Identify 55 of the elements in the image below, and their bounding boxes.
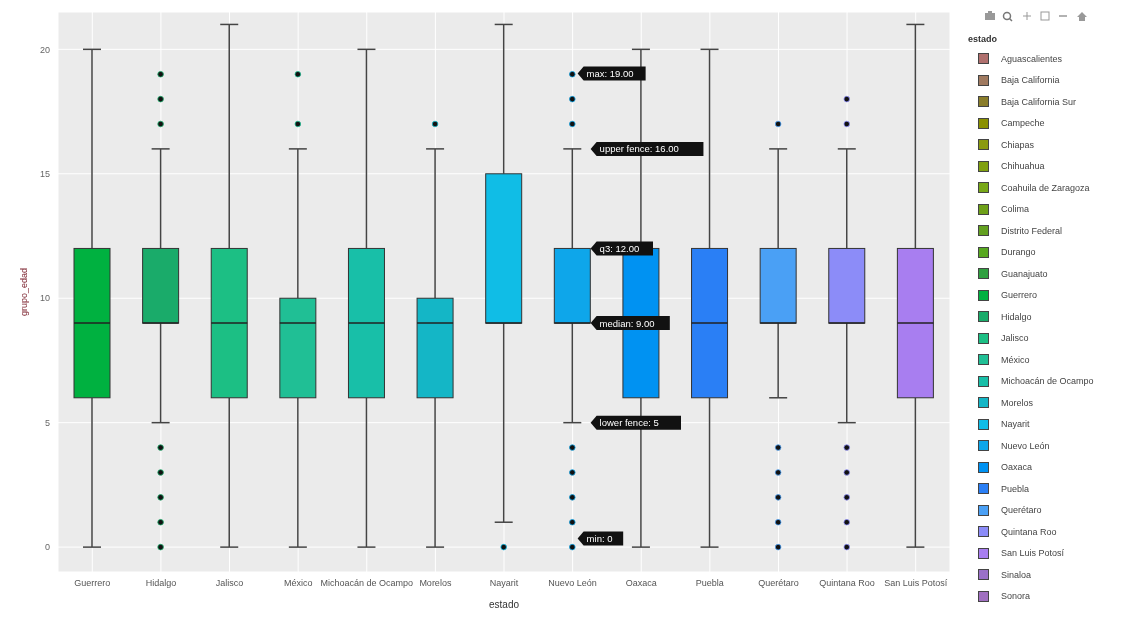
legend-label: Nayarit <box>1001 419 1030 430</box>
legend-label: Chihuahua <box>1001 161 1045 172</box>
legend-label: Querétaro <box>1001 505 1042 516</box>
x-tick-label: Michoacán de Ocampo <box>320 578 414 589</box>
legend-label: Jalisco <box>1001 333 1029 344</box>
legend-label: Guanajuato <box>1001 268 1048 279</box>
legend-label: Sonora <box>1001 591 1031 602</box>
y-tick-label: 20 <box>39 44 50 55</box>
annotation: min: 0 <box>586 532 613 544</box>
x-axis-title: estado <box>488 599 520 610</box>
legend-label: Coahuila de Zaragoza <box>1001 182 1090 193</box>
x-tick-label: Jalisco <box>215 578 244 589</box>
legend-title: estado <box>968 34 998 44</box>
y-tick-label: 15 <box>39 168 50 179</box>
x-tick-label: Hidalgo <box>145 578 177 589</box>
legend-label: Nuevo León <box>1001 440 1050 451</box>
legend-label: Durango <box>1001 247 1036 258</box>
annotation: median: 9.00 <box>599 317 655 329</box>
x-tick-label: Puebla <box>695 578 724 589</box>
legend-label: Baja California Sur <box>1001 96 1077 107</box>
legend-label: Hidalgo <box>1001 311 1032 322</box>
label-tag: q3: 12.00 <box>590 241 653 256</box>
legend-label: Guerrero <box>1001 290 1038 301</box>
legend-label: Morelos <box>1001 397 1034 408</box>
legend-label: México <box>1001 354 1030 365</box>
legend-label: Oaxaca <box>1001 462 1033 473</box>
annotation: lower fence: 5 <box>599 417 659 429</box>
y-tick-label: 10 <box>39 293 50 304</box>
legend-label: Aguascalientes <box>1001 53 1063 64</box>
y-axis-title: grupo_edad <box>19 267 30 317</box>
x-tick-label: Nuevo León <box>548 578 597 589</box>
x-tick-label: Querétaro <box>758 578 799 589</box>
label-tag: median: 9.00 <box>590 316 670 331</box>
legend-label: Colima <box>1001 204 1030 215</box>
legend-label: Campeche <box>1001 118 1045 129</box>
legend-label: Chiapas <box>1001 139 1035 150</box>
legend-label: Quintana Roo <box>1001 526 1057 537</box>
x-tick-label: San Luis Potosí <box>884 578 948 589</box>
x-tick-label: Morelos <box>419 578 452 589</box>
x-tick-label: Nayarit <box>489 578 519 589</box>
annotation: upper fence: 16.00 <box>599 143 679 155</box>
legend-label: Baja California <box>1001 75 1060 86</box>
x-tick-label: Quintana Roo <box>819 578 875 589</box>
legend-label: Michoacán de Ocampo <box>1001 376 1094 387</box>
annotation: max: 19.00 <box>586 68 634 80</box>
annotation: q3: 12.00 <box>599 242 640 254</box>
x-tick-label: Guerrero <box>74 578 111 589</box>
legend-label: Sinaloa <box>1001 569 1032 580</box>
legend-label: San Luis Potosí <box>1001 548 1065 559</box>
x-tick-label: México <box>283 578 313 589</box>
y-tick-label: 0 <box>44 542 50 553</box>
legend-label: Puebla <box>1001 483 1030 494</box>
y-tick-label: 5 <box>44 417 50 428</box>
legend-label: Distrito Federal <box>1001 225 1063 236</box>
x-tick-label: Oaxaca <box>625 578 657 589</box>
